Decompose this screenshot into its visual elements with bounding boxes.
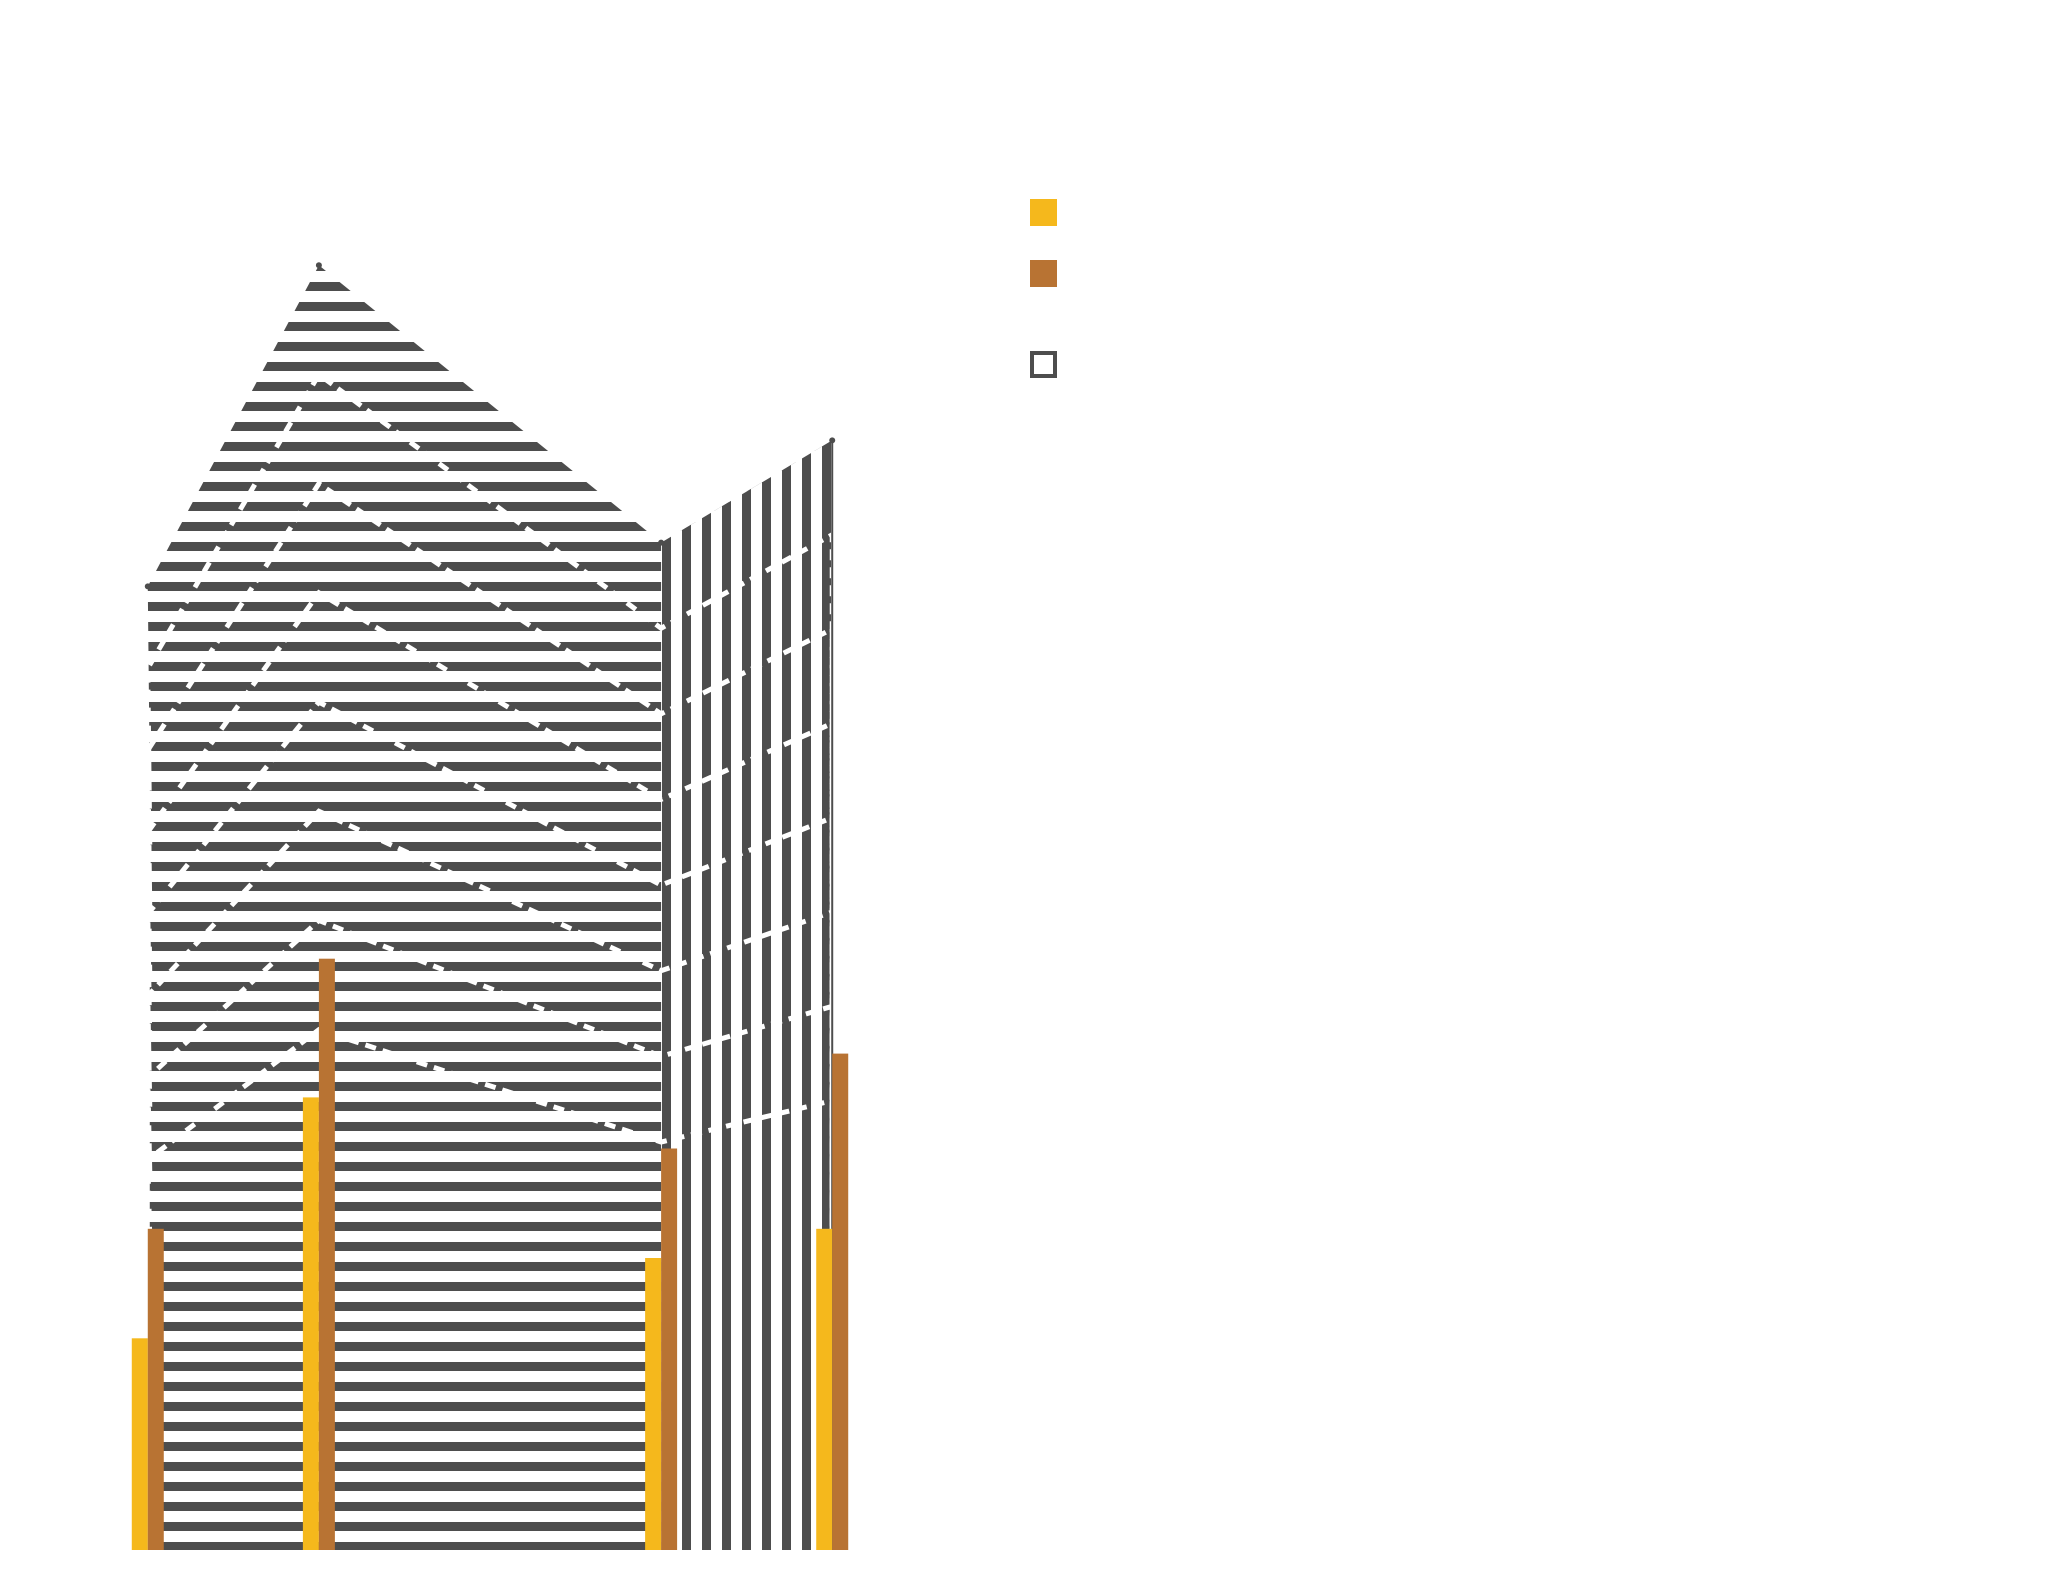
bar-series-1-cat-4 — [816, 1228, 833, 1550]
legend — [1030, 197, 1073, 410]
outline-peak-marker — [144, 583, 151, 590]
outline-peak-marker — [829, 437, 836, 444]
bar-series-1-cat-1 — [131, 1338, 148, 1550]
bar-series-2-cat-3 — [661, 1148, 678, 1550]
bar-layer — [131, 958, 849, 1550]
bar-series-1-cat-2 — [302, 1097, 319, 1550]
bar-series-2-cat-4 — [832, 1053, 849, 1550]
legend-swatch-series-2 — [1030, 259, 1057, 287]
legend-swatch-series-1 — [1030, 198, 1057, 226]
outline-area-right — [661, 440, 833, 1550]
bar-series-1-cat-3 — [645, 1258, 662, 1550]
legend-item-series-1 — [1030, 197, 1073, 227]
bar-series-2-cat-2 — [318, 958, 335, 1550]
legend-item-series-3 — [1030, 349, 1073, 379]
legend-swatch-series-3 — [1030, 350, 1057, 378]
outline-peak-marker — [315, 262, 322, 269]
legend-item-series-2 — [1030, 258, 1073, 288]
bar-series-2-cat-1 — [147, 1228, 164, 1550]
outline-area-layer — [144, 262, 836, 1551]
outline-peak-marker — [658, 539, 665, 546]
